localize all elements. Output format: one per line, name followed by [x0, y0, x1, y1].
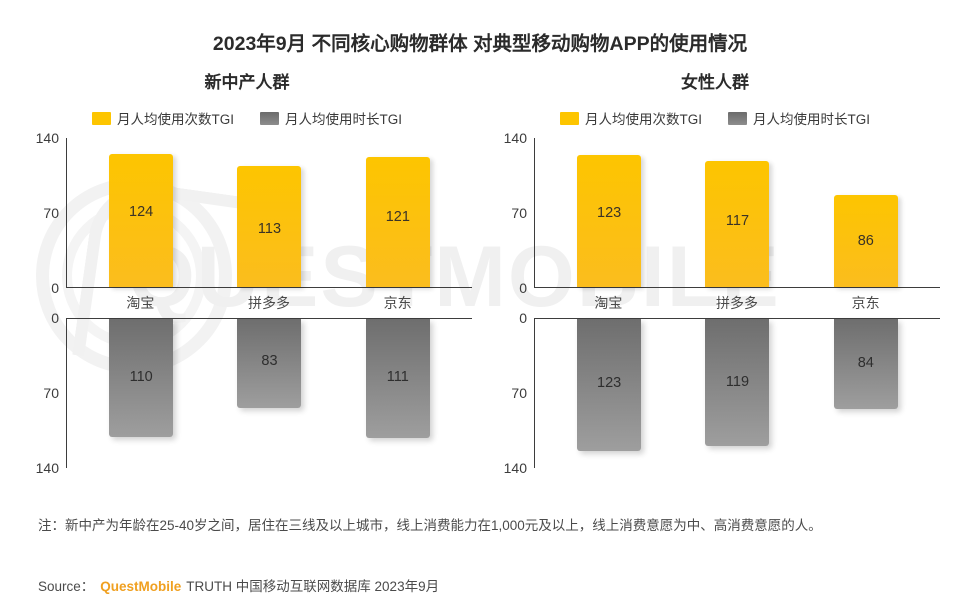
category-label: 淘宝 [126, 295, 155, 311]
y-tick: 0 [519, 280, 527, 296]
category-label: 京东 [851, 295, 880, 311]
chart-panel-new-middle-class: 新中产人群 月人均使用次数TGI 月人均使用时长TGI 140 70 [22, 64, 472, 494]
legend-item-frequency[interactable]: 月人均使用次数TGI [92, 108, 234, 128]
chart-bottom: 0 70 140 123 119 8 [490, 310, 940, 476]
category-label: 淘宝 [594, 295, 623, 311]
legend-item-frequency[interactable]: 月人均使用次数TGI [560, 108, 702, 128]
y-tick: 70 [43, 205, 59, 221]
y-tick: 0 [51, 310, 59, 326]
bars-top: 124 113 121 [67, 138, 472, 287]
bar-top[interactable]: 113 [237, 166, 302, 287]
bar-value-label: 123 [597, 375, 622, 391]
bar-top[interactable]: 123 [577, 155, 642, 287]
bars-bottom: 110 83 111 [67, 319, 472, 468]
chart-legend: 月人均使用次数TGI 月人均使用时长TGI [490, 109, 940, 127]
source-line: Source： QuestMobile TRUTH 中国移动互联网数据库 202… [38, 575, 439, 595]
panel-charts: 140 70 0 124 113 1 [22, 130, 472, 476]
bar-top[interactable]: 86 [833, 195, 898, 287]
legend-label-duration: 月人均使用时长TGI [285, 112, 402, 127]
panel-title: 新中产人群 [204, 73, 290, 92]
panel-charts: 140 70 0 123 117 8 [490, 130, 940, 476]
panel-title: 女性人群 [681, 73, 749, 92]
bar-bottom[interactable]: 111 [365, 319, 430, 438]
bar-value-label: 86 [857, 233, 874, 249]
bar-value-label: 124 [129, 204, 154, 220]
bar-bottom[interactable]: 119 [705, 319, 770, 446]
category-label: 拼多多 [247, 295, 290, 311]
bar-bottom[interactable]: 84 [833, 319, 898, 409]
bar-value-label: 117 [725, 213, 750, 229]
legend-item-duration[interactable]: 月人均使用时长TGI [260, 108, 402, 128]
legend-label-frequency: 月人均使用次数TGI [585, 112, 702, 127]
legend-label-duration: 月人均使用时长TGI [753, 112, 870, 127]
chart-panel-female: 女性人群 月人均使用次数TGI 月人均使用时长TGI 140 70 0 [490, 64, 940, 494]
bar-bottom[interactable]: 123 [577, 319, 642, 451]
axis-spacer [22, 288, 66, 318]
y-axis-top: 140 70 0 [490, 130, 534, 296]
bar-bottom[interactable]: 110 [109, 319, 174, 437]
bar-value-label: 83 [261, 353, 278, 369]
bar-value-label: 123 [597, 205, 622, 221]
plot-area-top: 124 113 121 [66, 138, 472, 288]
y-tick: 0 [51, 280, 59, 296]
chart-top: 140 70 0 124 113 1 [22, 130, 472, 296]
bar-bottom[interactable]: 83 [237, 319, 302, 408]
bar-value-label: 84 [857, 355, 874, 371]
legend-swatch-gray-icon [260, 111, 279, 125]
source-brand: QuestMobile [100, 579, 182, 594]
bars-top: 123 117 86 [535, 138, 940, 287]
chart-legend: 月人均使用次数TGI 月人均使用时长TGI [22, 109, 472, 127]
bar-top[interactable]: 124 [109, 154, 174, 287]
category-label: 京东 [383, 295, 412, 311]
footnote: 注：新中产为年龄在25-40岁之间，居住在三线及以上城市，线上消费能力在1,00… [38, 518, 822, 533]
legend-swatch-yellow-icon [560, 111, 579, 125]
chart-bottom: 0 70 140 110 83 11 [22, 310, 472, 476]
x-axis-categories: 淘宝 拼多多 京东 [490, 288, 940, 318]
y-tick: 70 [511, 385, 527, 401]
y-tick: 70 [43, 385, 59, 401]
bar-value-label: 111 [386, 369, 409, 385]
source-rest: TRUTH 中国移动互联网数据库 2023年9月 [186, 579, 440, 594]
axis-spacer [490, 288, 534, 318]
y-axis-bottom: 0 70 140 [490, 310, 534, 476]
plot-area-top: 123 117 86 [534, 138, 940, 288]
bar-top[interactable]: 117 [705, 161, 770, 287]
source-prefix: Source： [38, 579, 95, 594]
chart-top: 140 70 0 123 117 8 [490, 130, 940, 296]
y-tick: 140 [503, 460, 527, 476]
bar-top[interactable]: 121 [365, 157, 430, 287]
legend-swatch-gray-icon [728, 111, 747, 125]
category-label: 拼多多 [715, 295, 758, 311]
page-title: 2023年9月 不同核心购物群体 对典型移动购物APP的使用情况 [212, 33, 748, 55]
legend-item-duration[interactable]: 月人均使用时长TGI [728, 108, 870, 128]
legend-swatch-yellow-icon [92, 111, 111, 125]
y-tick: 140 [503, 130, 527, 146]
bar-value-label: 113 [257, 221, 282, 237]
charts-container: 新中产人群 月人均使用次数TGI 月人均使用时长TGI 140 70 [0, 64, 960, 494]
y-tick: 140 [35, 130, 59, 146]
bar-value-label: 110 [129, 369, 153, 385]
legend-label-frequency: 月人均使用次数TGI [117, 112, 234, 127]
y-axis-bottom: 0 70 140 [22, 310, 66, 476]
bar-value-label: 121 [385, 209, 410, 225]
plot-area-bottom: 110 83 111 [66, 318, 472, 468]
y-tick: 0 [519, 310, 527, 326]
x-axis-categories: 淘宝 拼多多 京东 [22, 288, 472, 318]
plot-area-bottom: 123 119 84 [534, 318, 940, 468]
y-tick: 70 [511, 205, 527, 221]
bar-value-label: 119 [725, 374, 750, 390]
y-axis-top: 140 70 0 [22, 130, 66, 296]
y-tick: 140 [35, 460, 59, 476]
bars-bottom: 123 119 84 [535, 319, 940, 468]
